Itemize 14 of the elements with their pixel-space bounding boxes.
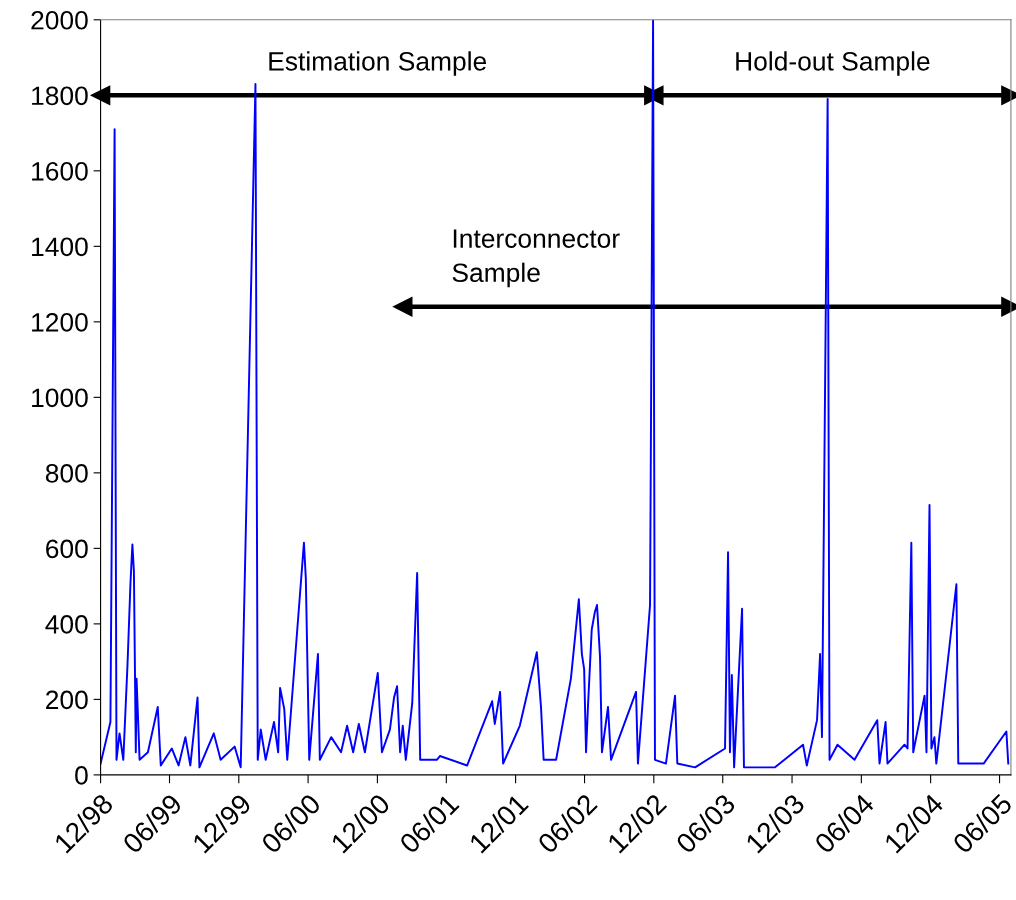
y-tick-label: 1000	[32, 388, 88, 408]
y-tick-label: 1400	[32, 237, 88, 257]
y-tick-label: 400	[45, 615, 88, 634]
series-label: Estimation Sample	[269, 51, 487, 76]
series-label: Interconnector Sample	[452, 229, 620, 288]
y-tick-label: 1200	[32, 312, 88, 332]
y-tick-label: 0	[75, 766, 88, 785]
y-tick-label: 2000	[31, 10, 88, 30]
y-tick-label: 600	[46, 539, 88, 559]
y-tick-label: 1800	[32, 86, 88, 106]
y-tick-label: 1600	[32, 161, 88, 181]
y-tick-label: 800	[45, 463, 88, 483]
series-label: Hold-out Sample	[736, 51, 930, 76]
y-tick-label: 200	[46, 690, 88, 710]
